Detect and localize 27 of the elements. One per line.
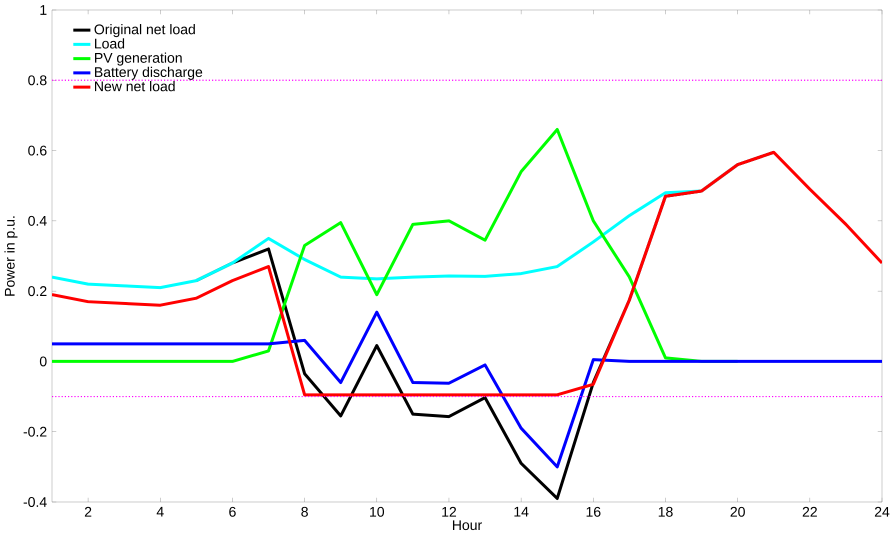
legend-label: New net load [95,81,175,92]
y-tick-label: 0.8 [28,75,47,86]
x-tick-label: 18 [658,506,673,517]
y-axis-title: Power in p.u. [4,216,18,296]
y-tick-label: -0.4 [24,497,47,507]
y-tick-label: 0.4 [28,216,47,226]
x-tick-label: 16 [586,506,600,517]
x-tick-label: 14 [514,506,529,516]
legend-label: PV generation [95,52,182,66]
x-tick-label: 12 [442,506,456,517]
x-tick-label: 6 [229,506,236,517]
x-tick-label: 20 [730,506,745,517]
x-tick-label: 22 [802,506,817,517]
x-tick-label: 10 [370,506,384,517]
y-tick-label: 0.2 [28,286,46,296]
legend-label: Original net load [94,24,195,38]
y-tick-label: -0.2 [24,426,46,437]
x-axis-title: Hour [452,520,482,530]
x-tick-label: 2 [84,506,92,517]
x-tick-label: 24 [874,506,890,517]
legend-label: Load [95,38,124,49]
y-tick-label: 0.6 [28,146,47,156]
y-tick-label: 0 [40,356,47,366]
y-tick-label: 1 [40,5,46,15]
x-tick-label: 8 [301,506,308,517]
legend-label: Battery discharge [95,66,202,80]
x-tick-label: 4 [156,506,164,516]
